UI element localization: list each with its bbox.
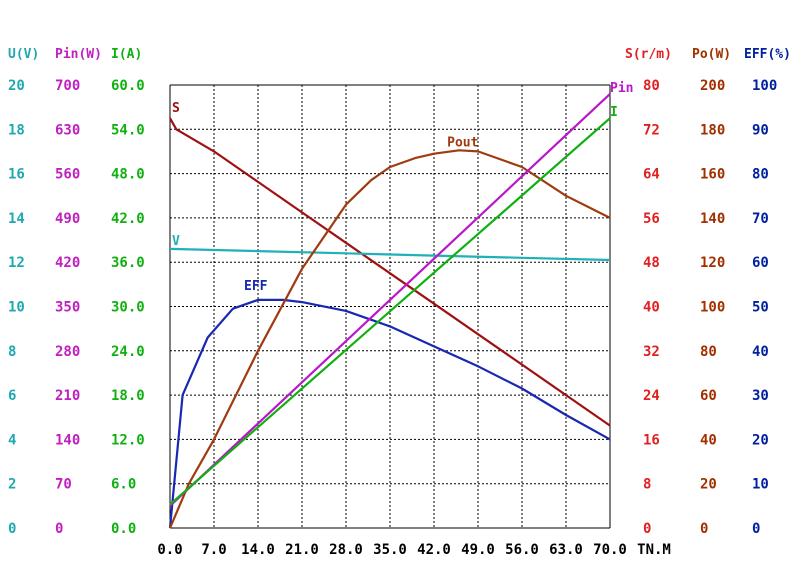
- left-axis-tick: 60.0: [111, 78, 145, 94]
- right-axis-tick: 100: [752, 78, 777, 94]
- left-axis-tick: 36.0: [111, 255, 145, 271]
- right-axis-tick: 0: [752, 521, 760, 537]
- right-axis-tick: 40: [700, 432, 717, 448]
- right-axis-tick: 180: [700, 122, 725, 138]
- series-label-v: V: [172, 234, 180, 249]
- x-axis-tick: 49.0: [461, 542, 495, 558]
- right-axis-tick: 16: [643, 432, 660, 448]
- right-axis-tick: 140: [700, 211, 725, 227]
- right-axis-tick: 160: [700, 167, 725, 183]
- right-axis-tick: 30: [752, 388, 769, 404]
- left-axis-tick: 30.0: [111, 300, 145, 316]
- x-axis-tick: 0.0: [157, 542, 182, 558]
- series-lines: S V EFF Pout Pin I: [168, 81, 633, 529]
- right-axis-tick: 60: [752, 255, 769, 271]
- series-line-v: [169, 247, 611, 262]
- right-axis-tick: 64: [643, 167, 660, 183]
- left-axis-tick: 20: [8, 78, 25, 94]
- right-axis-tick: 20: [700, 477, 717, 493]
- right-axis-header: EFF(%): [744, 47, 791, 62]
- left-axis-tick: 12: [8, 255, 25, 271]
- left-axis-tick: 16: [8, 167, 25, 183]
- series-line-pin: [169, 93, 611, 507]
- right-axis-tick: 0: [643, 521, 651, 537]
- right-axis-tick: 50: [752, 300, 769, 316]
- left-axis-tick: 280: [55, 344, 80, 360]
- left-axis-tick: 18.0: [111, 388, 145, 404]
- x-axis-tick: 21.0: [285, 542, 319, 558]
- x-axis-tick: 14.0: [241, 542, 275, 558]
- left-axis-tick: 10: [8, 300, 25, 316]
- left-axis-tick: 18: [8, 122, 25, 138]
- series-line-eff: [168, 298, 611, 529]
- right-axis-tick: 56: [643, 211, 660, 227]
- right-axis-tick: 60: [700, 388, 717, 404]
- left-axis-tick: 70: [55, 477, 72, 493]
- left-axis-header: I(A): [111, 47, 142, 62]
- right-axis-tick: 90: [752, 122, 769, 138]
- left-axis-header: U(V): [8, 47, 39, 62]
- left-axis-header: Pin(W): [55, 47, 102, 62]
- left-axis-tick: 0.0: [111, 521, 136, 537]
- right-axis-tick: 70: [752, 211, 769, 227]
- right-axis-tick: 8: [643, 477, 651, 493]
- x-axis-tick: 42.0: [417, 542, 451, 558]
- left-axis-tick: 0: [8, 521, 16, 537]
- right-axis-tick: 32: [643, 344, 660, 360]
- right-axis-header: Po(W): [692, 47, 731, 62]
- right-axis-tick: 80: [700, 344, 717, 360]
- x-axis-tick: 35.0: [373, 542, 407, 558]
- right-axis-tick: 80: [752, 167, 769, 183]
- right-axis-tick: 24: [643, 388, 660, 404]
- left-axis-tick: 6.0: [111, 477, 136, 493]
- left-axis-tick: 24.0: [111, 344, 145, 360]
- left-axis-tick: 140: [55, 432, 80, 448]
- series-label-s: S: [172, 101, 180, 116]
- left-axis-tick: 420: [55, 255, 80, 271]
- left-axis-tick: 12.0: [111, 432, 145, 448]
- left-axis-tick: 210: [55, 388, 80, 404]
- x-axis-tick: 56.0: [505, 542, 539, 558]
- left-axis-tick: 0: [55, 521, 63, 537]
- left-axis-tick: 6: [8, 388, 16, 404]
- x-axis-tick: 28.0: [329, 542, 363, 558]
- right-axis-header: S(r/m): [625, 47, 672, 62]
- left-axis-tick: 14: [8, 211, 25, 227]
- left-axis-tick: 8: [8, 344, 16, 360]
- left-axis-tick: 4: [8, 432, 16, 448]
- right-axis-tick: 0: [700, 521, 708, 537]
- left-axis-tick: 42.0: [111, 211, 145, 227]
- right-axis-tick: 10: [752, 477, 769, 493]
- right-axis-tick: 40: [643, 300, 660, 316]
- right-axis-tick: 72: [643, 122, 660, 138]
- left-axis-tick: 700: [55, 78, 80, 94]
- x-axis-unit: TN.M: [637, 542, 671, 558]
- left-axis-tick: 560: [55, 167, 80, 183]
- left-axis-tick: 2: [8, 477, 16, 493]
- right-axis-tick: 48: [643, 255, 660, 271]
- right-axis-tick: 20: [752, 432, 769, 448]
- left-axis-tick: 490: [55, 211, 80, 227]
- series-label-pin: Pin: [610, 81, 633, 96]
- series-label-pout: Pout: [447, 135, 478, 150]
- x-axis-tick: 63.0: [549, 542, 583, 558]
- x-axis-tick: 70.0: [593, 542, 627, 558]
- series-line-i: [169, 117, 611, 506]
- series-label-i: I: [610, 105, 618, 120]
- right-axis-tick: 100: [700, 300, 725, 316]
- right-axis-tick: 120: [700, 255, 725, 271]
- axis-labels: U(V)02468101214161820Pin(W)0701402102803…: [8, 47, 791, 558]
- left-axis-tick: 48.0: [111, 167, 145, 183]
- series-line-pout: [168, 149, 611, 529]
- right-axis-tick: 40: [752, 344, 769, 360]
- series-line-s: [169, 117, 611, 427]
- left-axis-tick: 350: [55, 300, 80, 316]
- series-label-eff: EFF: [244, 279, 268, 294]
- right-axis-tick: 80: [643, 78, 660, 94]
- right-axis-tick: 200: [700, 78, 725, 94]
- x-axis-tick: 7.0: [201, 542, 226, 558]
- left-axis-tick: 54.0: [111, 122, 145, 138]
- left-axis-tick: 630: [55, 122, 80, 138]
